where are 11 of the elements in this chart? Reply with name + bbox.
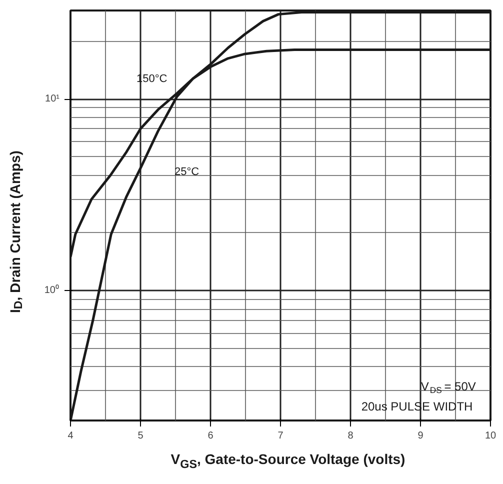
x-tick-label: 7 — [278, 430, 284, 442]
x-tick-label: 9 — [418, 430, 424, 442]
y-tick-label: 10¹ — [45, 94, 60, 105]
y-tick-label: 10⁰ — [44, 284, 60, 296]
x-axis-title: V$_{GS}$, Gate-to-Source Voltage (volts) — [170, 450, 406, 473]
x-tick-label: 10 — [484, 430, 496, 442]
x-tick-label: 5 — [138, 430, 144, 442]
x-tick-label: 6 — [208, 430, 214, 442]
x-tick-label: 4 — [68, 430, 74, 442]
line-series — [70, 10, 490, 420]
x-tick-label: 8 — [348, 430, 354, 442]
